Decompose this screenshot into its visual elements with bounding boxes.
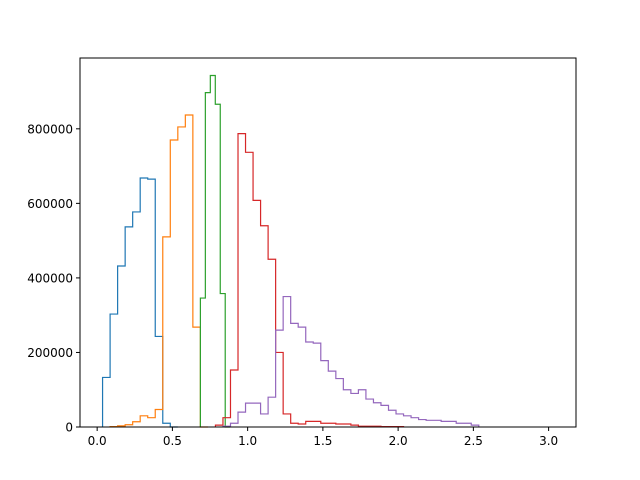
x-tick-label: 0.0 — [88, 434, 107, 448]
x-tick-label: 1.0 — [238, 434, 257, 448]
axes-frame — [79, 57, 577, 428]
y-tick-label: 0 — [65, 421, 73, 435]
histogram-series-2 — [109, 114, 208, 428]
x-tick-label: 1.5 — [313, 434, 332, 448]
series-layer — [101, 74, 480, 428]
x-tick-label: 3.0 — [539, 434, 558, 448]
y-tick-label: 800000 — [27, 122, 73, 136]
x-tick-label: 0.5 — [163, 434, 182, 448]
x-axis: 0.0 0.5 1.0 1.5 2.0 2.5 3.0 — [88, 427, 558, 448]
x-tick-label: 2.5 — [464, 434, 483, 448]
histogram-series-5 — [222, 295, 480, 427]
y-tick-label: 600000 — [27, 197, 73, 211]
y-axis: 0 200000 400000 600000 800000 — [27, 122, 80, 435]
histogram-series-3 — [199, 74, 231, 428]
histogram-series-4 — [214, 133, 405, 428]
y-tick-label: 200000 — [27, 346, 73, 360]
y-tick-label: 400000 — [27, 271, 73, 285]
x-tick-label: 2.0 — [389, 434, 408, 448]
